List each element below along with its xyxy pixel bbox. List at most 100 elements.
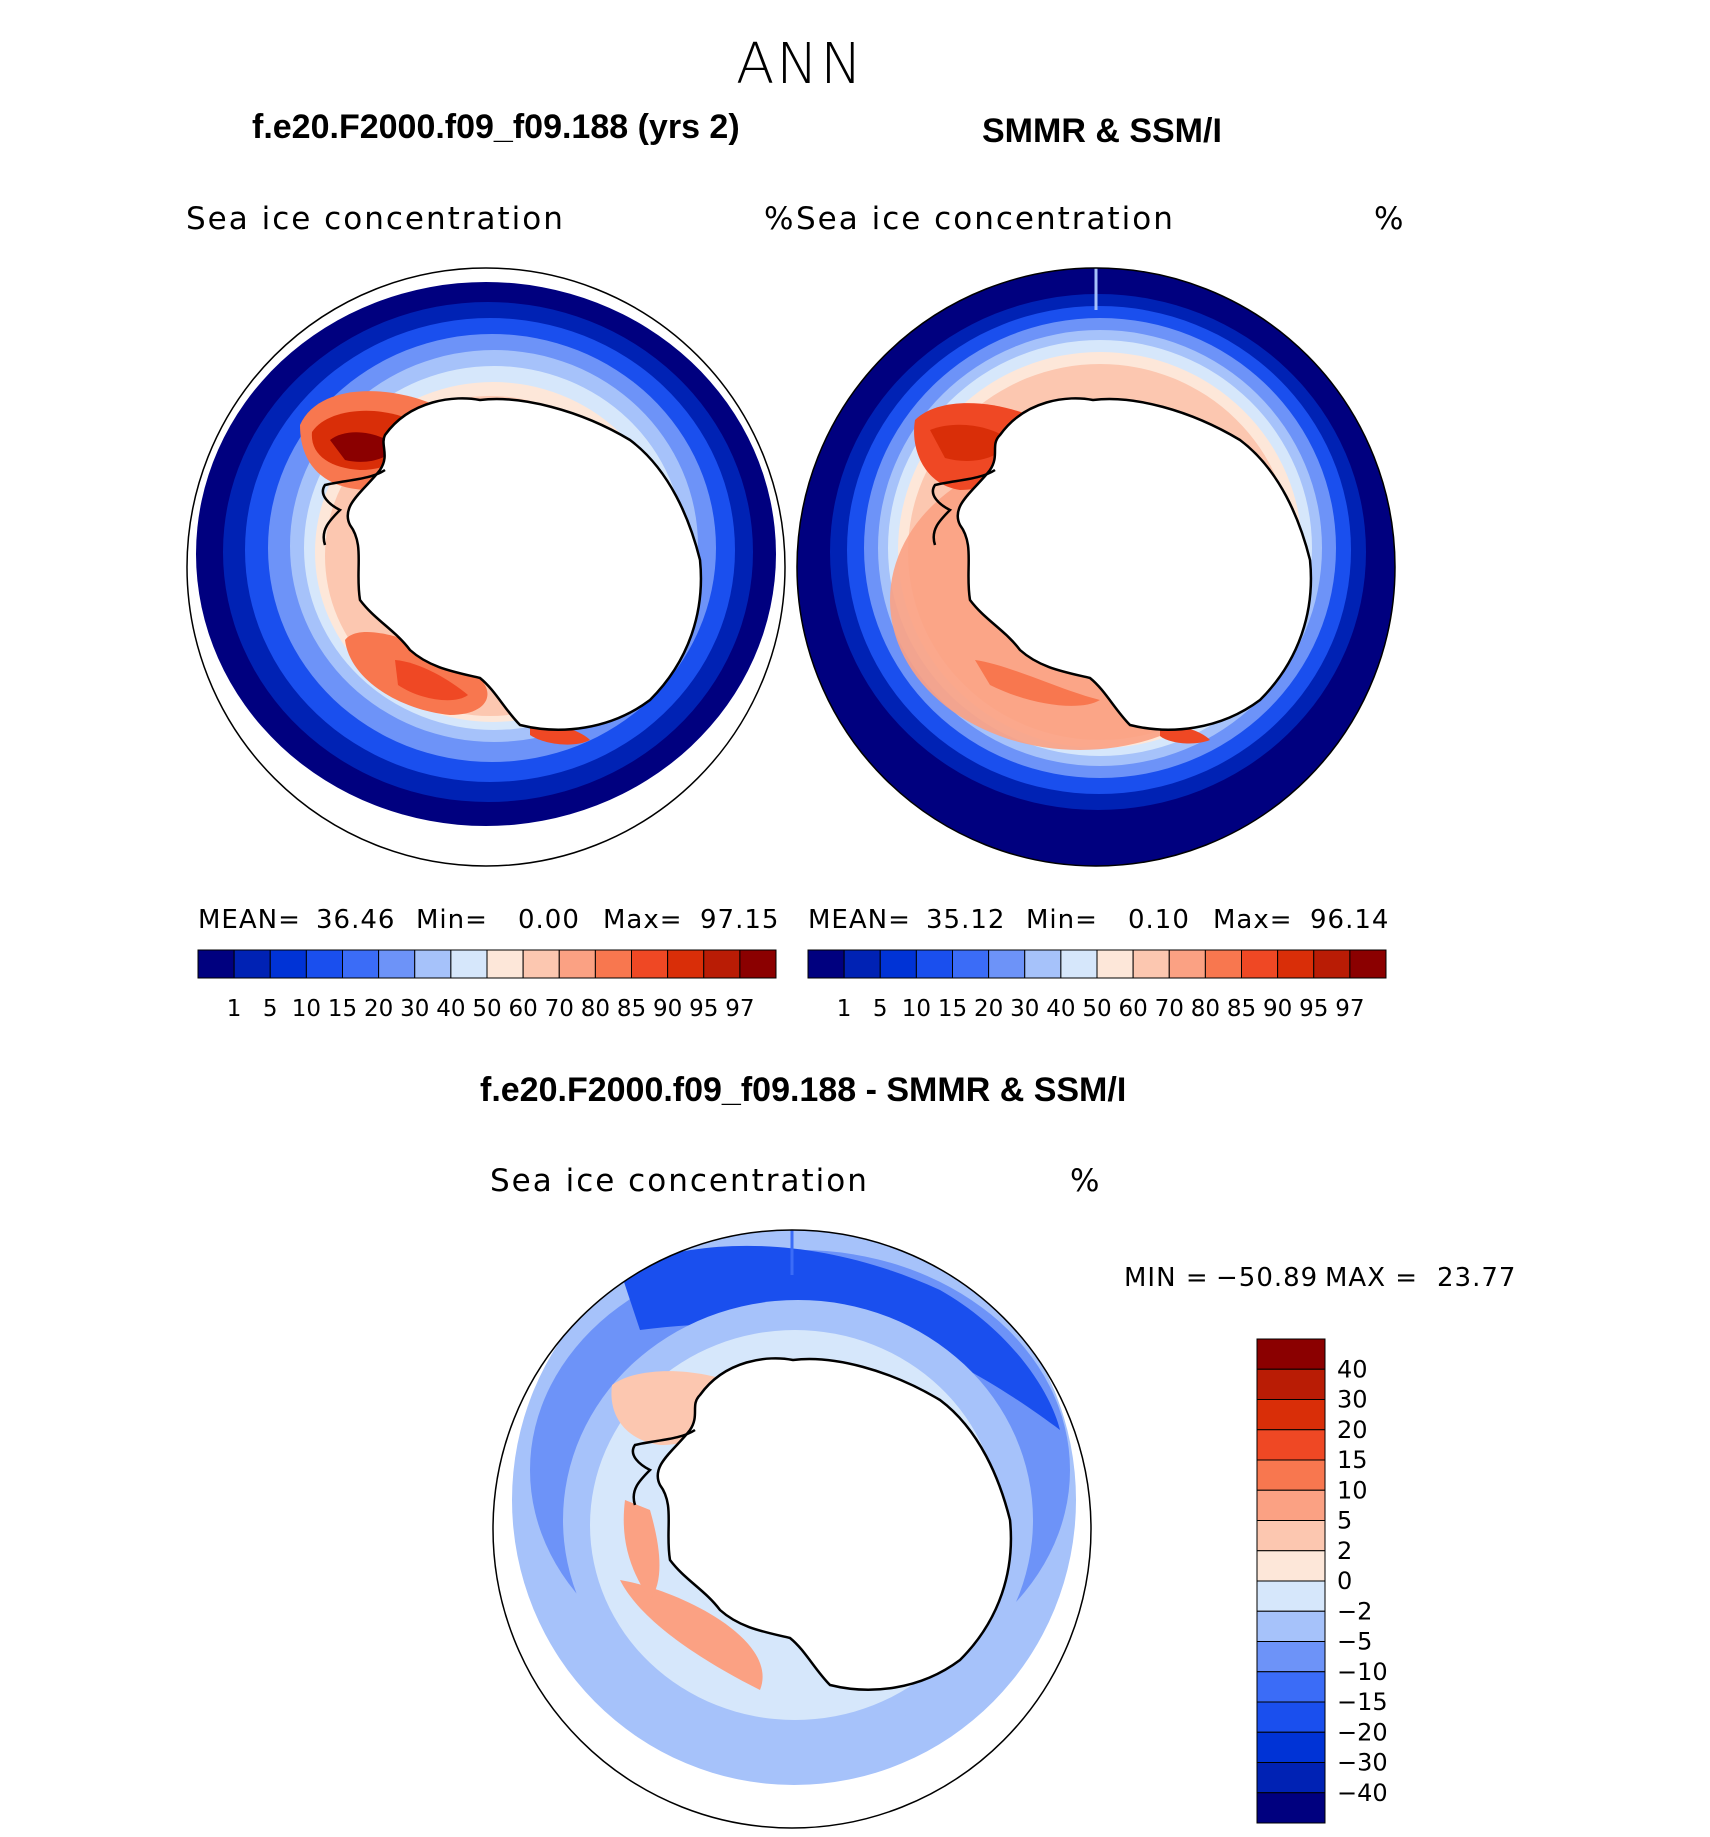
diff-colorbar-swatch: [1256, 1641, 1326, 1673]
obs-colorbar-swatch: [1349, 949, 1387, 979]
obs-colorbar-tick-label: 5: [873, 996, 888, 1022]
diff-colorbar-tick-label: −40: [1337, 1779, 1388, 1807]
peninsula-coast: [321, 468, 386, 546]
diff-colorbar-swatch: [1256, 1520, 1326, 1552]
diff-units-label: %: [1070, 1163, 1102, 1199]
obs-map: [796, 267, 1396, 867]
model-colorbar-swatch: [703, 949, 741, 979]
diff-colorbar-swatch: [1256, 1338, 1326, 1370]
diff-west-excess: [623, 1500, 660, 1600]
model-mean-label: MEAN=: [198, 905, 301, 935]
obs-colorbar-swatch: [952, 949, 990, 979]
model-colorbar-tick-label: 85: [617, 996, 646, 1022]
obs-colorbar-tick-label: 50: [1082, 996, 1111, 1022]
model-min-label: Min=: [416, 905, 488, 935]
obs-colorbar-tick-label: 85: [1227, 996, 1256, 1022]
obs-colorbar-tick-label: 80: [1191, 996, 1220, 1022]
obs-max-value: 96.14: [1310, 905, 1390, 935]
obs-colorbar-swatch: [1132, 949, 1170, 979]
obs-colorbar-swatch: [879, 949, 917, 979]
diff-min-value: −50.89: [1216, 1263, 1319, 1293]
model-colorbar-tick-label: 70: [545, 996, 574, 1022]
season-title: ANN: [736, 32, 865, 97]
obs-max-label: Max=: [1213, 905, 1293, 935]
diff-colorbar-tick-label: 20: [1337, 1416, 1368, 1444]
model-max-label: Max=: [603, 905, 683, 935]
diff-colorbar-swatch: [1256, 1399, 1326, 1431]
diff-antarctica-land: [656, 1357, 1013, 1691]
obs-ross-ice: [975, 660, 1100, 706]
obs-panel-title: SMMR & SSM/I: [982, 112, 1222, 150]
diff-colorbar-swatch: [1256, 1671, 1326, 1703]
diff-colorbar-tick-label: 0: [1337, 1567, 1352, 1595]
diff-colorbar-swatch: [1256, 1489, 1326, 1521]
obs-colorbar-tick-label: 15: [938, 996, 967, 1022]
diff-colorbar-swatch: [1256, 1762, 1326, 1794]
obs-colorbar-tick-label: 90: [1263, 996, 1292, 1022]
diff-colorbar-swatch: [1256, 1701, 1326, 1733]
model-colorbar-tick-label: 10: [292, 996, 321, 1022]
model-colorbar-swatch: [450, 949, 488, 979]
obs-colorbar-swatch: [807, 949, 845, 979]
obs-min-label: Min=: [1026, 905, 1098, 935]
obs-colorbar-swatch: [1204, 949, 1242, 979]
model-colorbar-swatch: [739, 949, 777, 979]
diff-colorbar-swatch: [1256, 1731, 1326, 1763]
diff-colorbar-tick-label: −20: [1337, 1718, 1388, 1746]
obs-colorbar-tick-label: 95: [1299, 996, 1328, 1022]
obs-colorbar-swatch: [1313, 949, 1351, 979]
diff-colorbar-tick-label: 40: [1337, 1355, 1368, 1383]
diff-map: [492, 1229, 1092, 1829]
obs-antarctica-land: [956, 397, 1313, 731]
model-field-label: Sea ice concentration: [186, 201, 565, 237]
diff-max-value: 23.77: [1437, 1263, 1517, 1293]
model-colorbar-swatch: [305, 949, 343, 979]
model-panel-title: f.e20.F2000.f09_f09.188 (yrs 2): [252, 108, 740, 146]
antarctica-land: [346, 397, 703, 731]
obs-colorbar-swatch: [1024, 949, 1062, 979]
obs-colorbar-swatch: [1241, 949, 1279, 979]
model-colorbar-tick-label: 80: [581, 996, 610, 1022]
model-colorbar-swatch: [558, 949, 596, 979]
diff-panel-title: f.e20.F2000.f09_f09.188 - SMMR & SSM/I: [480, 1071, 1127, 1109]
model-colorbar-tick-label: 1: [227, 996, 242, 1022]
obs-colorbar-swatch: [915, 949, 953, 979]
diff-colorbar-swatch: [1256, 1429, 1326, 1461]
weddell-ice-3: [330, 432, 395, 462]
model-max-value: 97.15: [700, 905, 780, 935]
model-colorbar-tick-label: 40: [436, 996, 465, 1022]
diff-colorbar-tick-label: −30: [1337, 1749, 1388, 1777]
model-colorbar-tick-label: 20: [364, 996, 393, 1022]
diff-field-label: Sea ice concentration: [490, 1163, 869, 1199]
obs-colorbar: 1 5 10 15 20 30 40 50 60 70 80 85 90 95 97: [807, 949, 1387, 1022]
model-colorbar-swatch: [378, 949, 416, 979]
diff-colorbar-swatch: [1256, 1368, 1326, 1400]
model-colorbar-swatch: [486, 949, 524, 979]
obs-min-value: 0.10: [1128, 905, 1190, 935]
model-colorbar-tick-label: 5: [263, 996, 278, 1022]
obs-mean-label: MEAN=: [808, 905, 911, 935]
diff-colorbar-tick-label: −5: [1337, 1628, 1372, 1656]
model-colorbar-swatch: [233, 949, 271, 979]
model-colorbar-swatch: [269, 949, 307, 979]
obs-colorbar-tick-label: 70: [1155, 996, 1184, 1022]
model-colorbar-swatch: [342, 949, 380, 979]
diff-min-label: MIN =: [1124, 1263, 1209, 1293]
obs-colorbar-tick-label: 40: [1046, 996, 1075, 1022]
diff-max-label: MAX =: [1325, 1263, 1419, 1293]
diff-colorbar-tick-label: 10: [1337, 1476, 1368, 1504]
model-units-label: %: [764, 201, 796, 237]
diff-colorbar-tick-label: −15: [1337, 1688, 1388, 1716]
model-colorbar-swatch: [667, 949, 705, 979]
model-colorbar-tick-label: 95: [689, 996, 718, 1022]
diff-north-deficit: [620, 1245, 1060, 1430]
obs-colorbar-swatch: [988, 949, 1026, 979]
obs-colorbar-swatch: [1168, 949, 1206, 979]
obs-units-label: %: [1374, 201, 1406, 237]
model-colorbar-tick-label: 97: [725, 996, 754, 1022]
obs-colorbar-swatch: [843, 949, 881, 979]
model-colorbar-swatch: [414, 949, 452, 979]
model-colorbar-swatch: [594, 949, 632, 979]
